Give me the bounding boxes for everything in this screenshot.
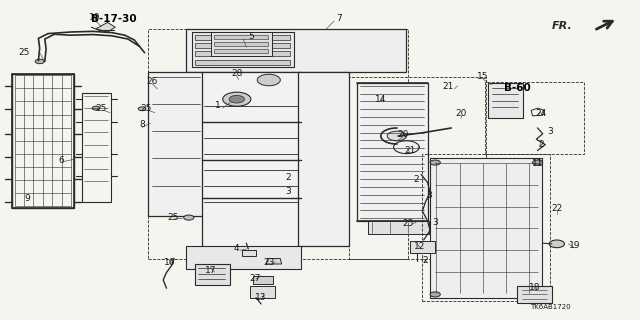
Bar (195, 264, 230, 285)
Bar (253, 276, 273, 284)
Text: 8: 8 (140, 120, 145, 129)
Text: B-17-30: B-17-30 (91, 14, 137, 24)
Bar (211, 32, 272, 56)
Text: 21: 21 (404, 146, 415, 155)
Circle shape (223, 92, 251, 106)
Bar (488, 83, 523, 118)
Bar (250, 286, 275, 298)
Text: 9: 9 (24, 194, 29, 203)
Text: 19: 19 (569, 241, 580, 250)
Text: 25: 25 (403, 219, 414, 228)
Text: 3: 3 (285, 188, 291, 196)
Text: 11: 11 (532, 159, 543, 168)
Text: 25: 25 (140, 104, 152, 113)
Text: TK6AB1720: TK6AB1720 (530, 304, 571, 310)
Text: 3: 3 (426, 191, 431, 200)
Bar (192, 32, 294, 67)
Text: 13: 13 (255, 293, 267, 302)
Bar (195, 35, 290, 40)
Bar (195, 60, 290, 65)
Bar (422, 154, 550, 301)
Text: 20: 20 (455, 109, 467, 118)
Circle shape (387, 131, 406, 141)
Text: 17: 17 (205, 266, 217, 275)
Bar (430, 158, 542, 298)
Circle shape (184, 215, 194, 220)
Bar (410, 241, 435, 253)
Bar (214, 42, 268, 46)
Text: FR.: FR. (552, 21, 573, 31)
Bar (82, 93, 111, 202)
Text: 15: 15 (477, 72, 489, 81)
Text: 16: 16 (164, 258, 175, 267)
Polygon shape (266, 259, 282, 264)
Text: 2: 2 (538, 140, 543, 148)
Circle shape (92, 106, 100, 110)
Text: 1: 1 (215, 101, 220, 110)
Bar (349, 77, 486, 259)
Text: 25: 25 (19, 48, 30, 57)
Text: 5: 5 (249, 32, 254, 41)
Circle shape (229, 95, 244, 103)
Bar (357, 83, 428, 221)
Text: 26: 26 (147, 77, 158, 86)
Bar (214, 35, 268, 39)
Text: 22: 22 (551, 204, 563, 212)
Bar (298, 72, 349, 246)
Bar (368, 221, 429, 234)
Text: 25: 25 (167, 213, 179, 222)
Text: 12: 12 (413, 242, 425, 251)
Circle shape (549, 240, 564, 248)
Text: 28: 28 (231, 69, 243, 78)
Bar (186, 29, 406, 72)
Text: 2: 2 (413, 175, 419, 184)
Circle shape (430, 292, 440, 297)
Text: 25: 25 (95, 104, 107, 113)
Text: 2: 2 (285, 173, 291, 182)
Bar (485, 82, 584, 154)
Bar (214, 49, 268, 53)
Text: B-60: B-60 (504, 83, 531, 93)
Text: 2: 2 (423, 256, 428, 265)
Bar (202, 72, 301, 248)
Bar (195, 43, 290, 48)
Text: 18: 18 (529, 284, 540, 292)
Text: 24: 24 (535, 109, 547, 118)
Text: 21: 21 (442, 82, 454, 91)
Text: 3: 3 (548, 127, 553, 136)
Polygon shape (96, 22, 115, 32)
Bar (517, 286, 552, 303)
Bar (148, 29, 408, 259)
Text: 10: 10 (89, 13, 100, 22)
Bar (186, 246, 301, 269)
Bar (242, 250, 256, 256)
Circle shape (532, 292, 543, 297)
Bar (12, 74, 74, 208)
Text: 20: 20 (397, 130, 409, 139)
Text: 4: 4 (234, 244, 239, 253)
Text: 23: 23 (263, 258, 275, 267)
Circle shape (257, 74, 280, 86)
Circle shape (532, 160, 543, 165)
Text: 7: 7 (337, 14, 342, 23)
Circle shape (430, 160, 440, 165)
Text: 3: 3 (433, 218, 438, 227)
Circle shape (35, 59, 44, 64)
Bar (148, 72, 203, 216)
Bar (195, 51, 290, 56)
Text: 27: 27 (249, 274, 260, 283)
Circle shape (138, 107, 146, 111)
Text: 14: 14 (375, 95, 387, 104)
Text: 6: 6 (58, 156, 63, 164)
